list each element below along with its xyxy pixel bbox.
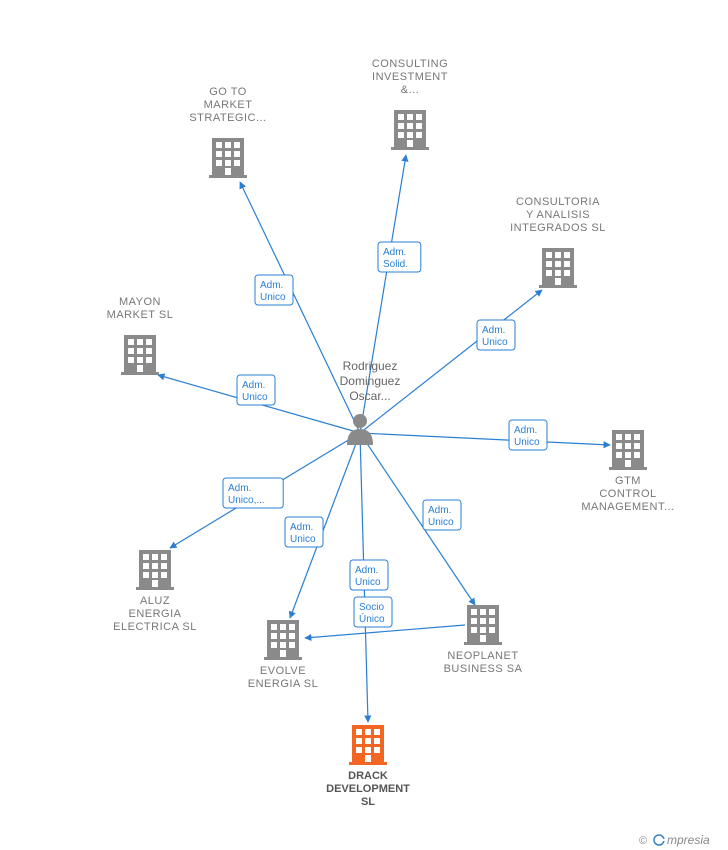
edge-label: Adm.Unico	[477, 320, 515, 350]
edge-label-text: Adm.	[290, 522, 313, 533]
edge-label-text: Adm.	[355, 565, 378, 576]
edge-label: Adm.Unico	[350, 560, 388, 590]
svg-text:EVOLVE: EVOLVE	[260, 665, 306, 677]
svg-text:MAYON: MAYON	[119, 296, 161, 308]
svg-text:INVESTMENT: INVESTMENT	[372, 71, 448, 83]
building-icon	[121, 335, 159, 375]
edge-label: Adm.Solid.	[378, 242, 421, 272]
edge-label: Adm.Unico	[237, 375, 275, 405]
svg-text:ENERGIA SL: ENERGIA SL	[248, 678, 318, 690]
edge-label-text: Unico	[482, 337, 508, 348]
edge-label: Adm.Unico,...	[223, 478, 283, 508]
svg-text:Oscar...: Oscar...	[349, 389, 390, 403]
svg-text:mpresia: mpresia	[667, 833, 710, 847]
person-icon	[347, 414, 373, 445]
edge-label-text: Unico,...	[228, 495, 265, 506]
edge-label-text: Adm.	[228, 483, 251, 494]
svg-text:©: ©	[639, 835, 647, 847]
svg-text:MARKET: MARKET	[204, 99, 253, 111]
svg-text:ALUZ: ALUZ	[140, 595, 170, 607]
building-icon	[464, 605, 502, 645]
edge-label: Adm.Unico	[255, 275, 293, 305]
svg-text:GO TO: GO TO	[209, 86, 247, 98]
edge-label-text: Unico	[260, 292, 286, 303]
building-icon	[349, 725, 387, 765]
node-label: ALUZENERGIAELECTRICA SL	[113, 595, 197, 633]
edge-label-text: Único	[359, 612, 385, 625]
svg-text:BUSINESS SA: BUSINESS SA	[444, 663, 523, 675]
edge-label-text: Unico	[242, 392, 268, 403]
svg-text:MANAGEMENT...: MANAGEMENT...	[581, 501, 674, 513]
edge-label: Adm.Unico	[423, 500, 461, 530]
svg-text:CONTROL: CONTROL	[599, 488, 656, 500]
svg-text:INTEGRADOS SL: INTEGRADOS SL	[510, 222, 606, 234]
svg-text:NEOPLANET: NEOPLANET	[447, 650, 518, 662]
edge-label-text: Adm.	[482, 325, 505, 336]
node-label: CONSULTINGINVESTMENT&...	[372, 58, 448, 96]
edge-label-text: Adm.	[383, 247, 406, 258]
edge-label-text: Adm.	[428, 505, 451, 516]
svg-text:STRATEGIC...: STRATEGIC...	[189, 112, 266, 124]
svg-text:DRACK: DRACK	[348, 770, 388, 782]
copyright: © mpresia	[639, 833, 710, 847]
svg-text:MARKET SL: MARKET SL	[107, 309, 174, 321]
edge-label: Adm.Unico	[509, 420, 547, 450]
node-label: CONSULTORIAY ANALISISINTEGRADOS SL	[510, 196, 606, 234]
svg-text:&...: &...	[401, 84, 420, 96]
building-icon	[136, 550, 174, 590]
building-icon	[539, 248, 577, 288]
edge-label-text: Unico	[514, 437, 540, 448]
node-label: DRACKDEVELOPMENTSL	[326, 770, 410, 808]
node-label: EVOLVEENERGIA SL	[248, 665, 318, 690]
center-label: RodriguezDominguezOscar...	[340, 359, 401, 403]
building-icon	[209, 138, 247, 178]
edge-label-text: Socio	[359, 602, 384, 613]
svg-text:Rodriguez: Rodriguez	[343, 359, 398, 373]
node-label: MAYONMARKET SL	[107, 296, 174, 321]
edge-label-text: Adm.	[514, 425, 537, 436]
svg-text:CONSULTING: CONSULTING	[372, 58, 448, 70]
svg-text:ELECTRICA SL: ELECTRICA SL	[113, 621, 197, 633]
edge-label-text: Solid.	[383, 259, 408, 270]
network-diagram: Adm.UnicoAdm.Solid.Adm.UnicoAdm.UnicoAdm…	[0, 0, 728, 850]
edge-label: Adm.Unico	[285, 517, 323, 547]
edge-line	[360, 433, 610, 445]
svg-text:ENERGIA: ENERGIA	[128, 608, 181, 620]
node-label: GO TOMARKETSTRATEGIC...	[189, 86, 266, 124]
edge-label-text: Unico	[355, 577, 381, 588]
edge-label-text: Adm.	[242, 380, 265, 391]
edge-label: SocioÚnico	[354, 597, 392, 627]
svg-text:SL: SL	[361, 796, 375, 808]
edge-label-text: Adm.	[260, 280, 283, 291]
building-icon	[609, 430, 647, 470]
node-label: NEOPLANETBUSINESS SA	[444, 650, 523, 675]
node-label: GTMCONTROLMANAGEMENT...	[581, 475, 674, 513]
svg-text:Dominguez: Dominguez	[340, 374, 401, 388]
svg-text:GTM: GTM	[615, 475, 641, 487]
building-icon	[391, 110, 429, 150]
svg-text:CONSULTORIA: CONSULTORIA	[516, 196, 600, 208]
svg-text:Y ANALISIS: Y ANALISIS	[526, 209, 590, 221]
edge-label-text: Unico	[428, 517, 454, 528]
edge-label-text: Unico	[290, 534, 316, 545]
building-icon	[264, 620, 302, 660]
svg-text:DEVELOPMENT: DEVELOPMENT	[326, 783, 410, 795]
